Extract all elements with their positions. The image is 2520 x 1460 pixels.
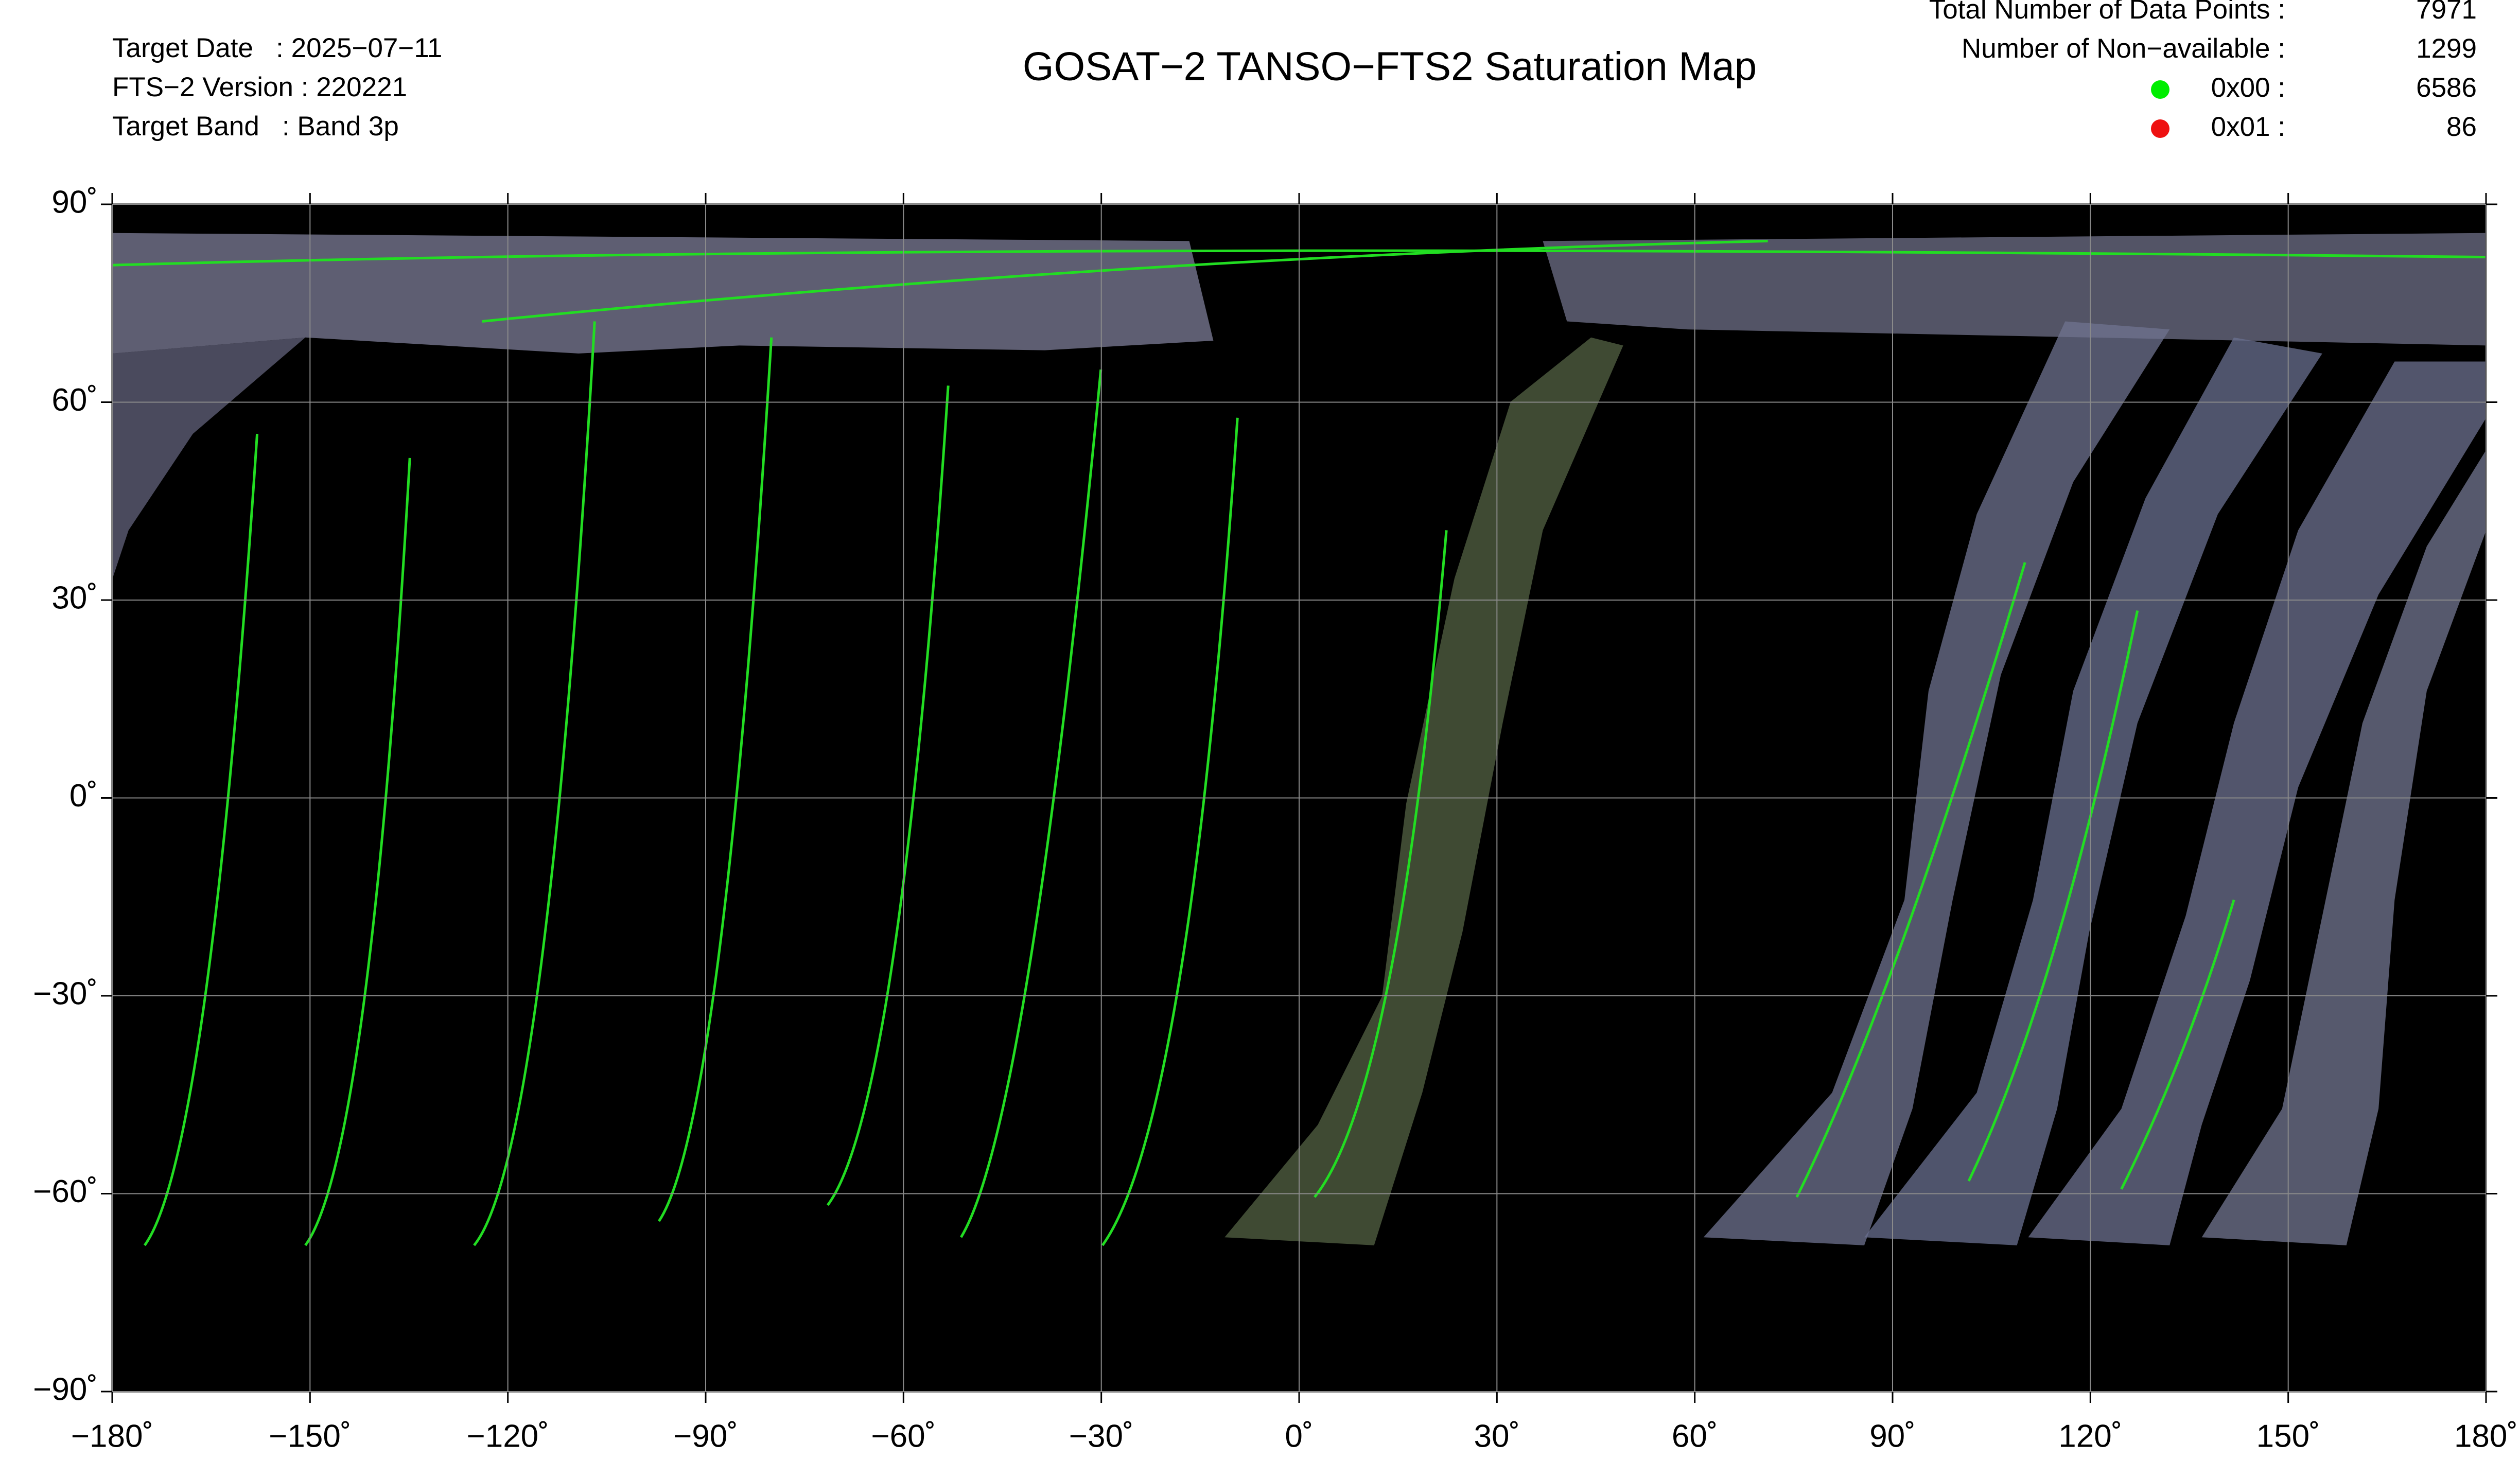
- swath: [1864, 337, 2322, 1245]
- orbit-tracks: [112, 239, 2487, 1246]
- swath: [2201, 450, 2487, 1245]
- x-tick-label: −30˚: [1069, 1418, 1134, 1454]
- stat-value: 7971: [2416, 0, 2477, 25]
- y-tick-label: 0˚: [69, 778, 98, 814]
- x-tick-label: −120˚: [467, 1418, 549, 1454]
- y-tick-label: 90˚: [51, 184, 98, 220]
- swath: [1703, 321, 2170, 1245]
- swath: [1224, 337, 1623, 1245]
- legend-label: 0x00 :: [2211, 73, 2285, 103]
- title: GOSAT−2 TANSO−FTS2 Saturation Map: [1023, 44, 1757, 89]
- imagery: [112, 233, 2487, 1246]
- swath: [112, 337, 306, 579]
- x-tick-label: −60˚: [871, 1418, 936, 1454]
- legend-dot: [2151, 119, 2169, 138]
- legend-count: 86: [2446, 112, 2477, 142]
- info-line: Target Date : 2025−07−11: [112, 33, 442, 63]
- info-line: FTS−2 Version : 220221: [112, 72, 407, 102]
- swath: [1543, 233, 2487, 346]
- legend-count: 6586: [2416, 73, 2477, 103]
- stat-label: Total Number of Data Points :: [1929, 0, 2285, 25]
- x-tick-label: 0˚: [1285, 1418, 1313, 1454]
- info-line: Target Band : Band 3p: [112, 111, 399, 142]
- swath: [112, 233, 1214, 354]
- x-tick-label: 180˚: [2454, 1418, 2518, 1454]
- x-tick-label: −150˚: [269, 1418, 351, 1454]
- y-tick-label: 60˚: [51, 382, 98, 418]
- y-tick-label: −60˚: [33, 1174, 98, 1209]
- x-tick-label: −90˚: [673, 1418, 738, 1454]
- x-tick-label: 150˚: [2256, 1418, 2320, 1454]
- stat-label: Number of Non−available :: [1962, 33, 2285, 64]
- y-tick-label: 30˚: [51, 580, 98, 615]
- stat-value: 1299: [2416, 33, 2477, 64]
- x-tick-label: 30˚: [1474, 1418, 1520, 1454]
- header: GOSAT−2 TANSO−FTS2 Saturation Map: [1023, 44, 1757, 89]
- y-tick-label: −90˚: [33, 1371, 98, 1407]
- x-tick-label: −180˚: [71, 1418, 153, 1454]
- y-tick-label: −30˚: [33, 976, 98, 1011]
- swath: [2028, 361, 2487, 1245]
- legend-label: 0x01 :: [2211, 112, 2285, 142]
- x-tick-label: 60˚: [1672, 1418, 1718, 1454]
- x-tick-label: 120˚: [2058, 1418, 2122, 1454]
- legend-dot: [2151, 80, 2169, 99]
- x-tick-label: 90˚: [1869, 1418, 1916, 1454]
